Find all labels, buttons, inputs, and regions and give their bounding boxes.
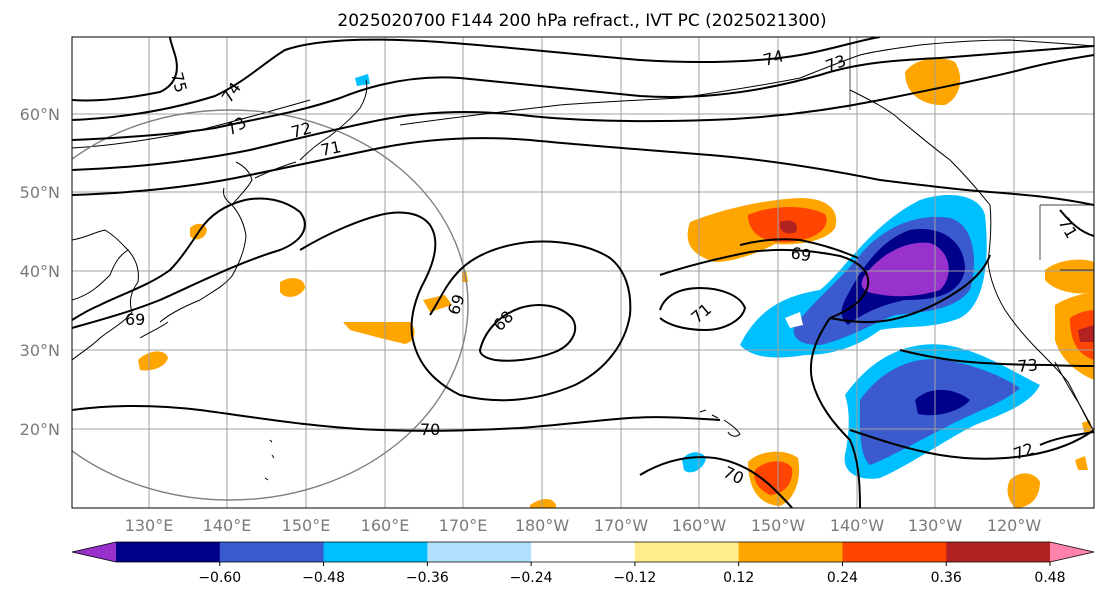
lon-label: 130°E <box>125 516 174 535</box>
colorbar-swatch <box>427 542 532 562</box>
lon-label: 140°W <box>830 516 885 535</box>
lon-label: 160°W <box>672 516 727 535</box>
lon-label: 130°W <box>908 516 963 535</box>
colorbar-swatch <box>738 542 843 562</box>
map-frame <box>71 36 1095 509</box>
contour-label: 74 <box>761 46 786 70</box>
colorbar-swatch <box>116 542 221 562</box>
contour-label: 71 <box>319 137 343 160</box>
lat-label: 20°N <box>20 420 60 439</box>
contour-label: 73 <box>1017 355 1039 376</box>
lon-label: 180°W <box>515 516 570 535</box>
colorbar-swatch <box>323 542 428 562</box>
lon-label: 170°E <box>439 516 488 535</box>
lon-label: 120°W <box>987 516 1042 535</box>
contour-label: 69 <box>125 310 145 329</box>
colorbar-tick-label: −0.60 <box>198 570 241 586</box>
lat-label: 60°N <box>20 105 60 124</box>
longitude-labels: 130°E 140°E 150°E 160°E 170°E 180°W 170°… <box>125 516 1042 535</box>
refractivity-contours <box>72 37 1094 508</box>
lon-label: 150°W <box>751 516 806 535</box>
shaded-regions <box>138 58 1094 508</box>
colorbar <box>71 541 1095 563</box>
colorbar-swatch <box>219 542 325 562</box>
colorbar-tick-label: −0.48 <box>302 570 345 586</box>
colorbar-swatch <box>634 542 740 562</box>
colorbar-outline <box>71 541 1095 563</box>
contour-label: 75 <box>167 70 191 95</box>
map-title: 2025020700 F144 200 hPa refract., IVT PC… <box>337 11 826 31</box>
borders <box>849 37 1094 271</box>
colorbar-tick-label: 0.24 <box>827 570 858 586</box>
colorbar-tick-label: 0.12 <box>723 570 754 586</box>
map-area: 75 74 74 73 73 73 72 72 71 71 71 70 70 6… <box>72 37 1094 508</box>
colorbar-swatch <box>946 542 1051 562</box>
colorbar-tick-label: −0.12 <box>613 570 656 586</box>
lon-label: 150°E <box>282 516 331 535</box>
colorbar-tick-label: 0.36 <box>931 570 962 586</box>
colorbar-swatch <box>842 542 947 562</box>
lat-label: 30°N <box>20 341 60 360</box>
colorbar-tick-label: −0.24 <box>510 570 553 586</box>
lon-label: 160°E <box>361 516 410 535</box>
contour-label: 72 <box>289 118 314 142</box>
colorbar-tick-label: −0.36 <box>406 570 449 586</box>
contour-label: 70 <box>420 420 440 439</box>
map-gridlines <box>72 37 1094 508</box>
colorbar-labels: −0.60 −0.48 −0.36 −0.24 −0.12 0.12 0.24 0.36 0.4… <box>198 562 1066 586</box>
colorbar-extend-low <box>72 542 116 562</box>
lon-label: 140°E <box>203 516 252 535</box>
latitude-labels: 60°N 50°N 40°N 30°N 20°N <box>20 105 60 439</box>
lat-label: 40°N <box>20 262 60 281</box>
contour-label: 69 <box>789 243 812 265</box>
colorbar-tick-label: 0.48 <box>1034 570 1065 586</box>
colorbar-extend-high <box>1050 542 1094 562</box>
reference-circle <box>72 109 469 501</box>
colorbar-swatch <box>531 542 636 562</box>
lon-label: 170°W <box>594 516 649 535</box>
lat-label: 50°N <box>20 183 60 202</box>
